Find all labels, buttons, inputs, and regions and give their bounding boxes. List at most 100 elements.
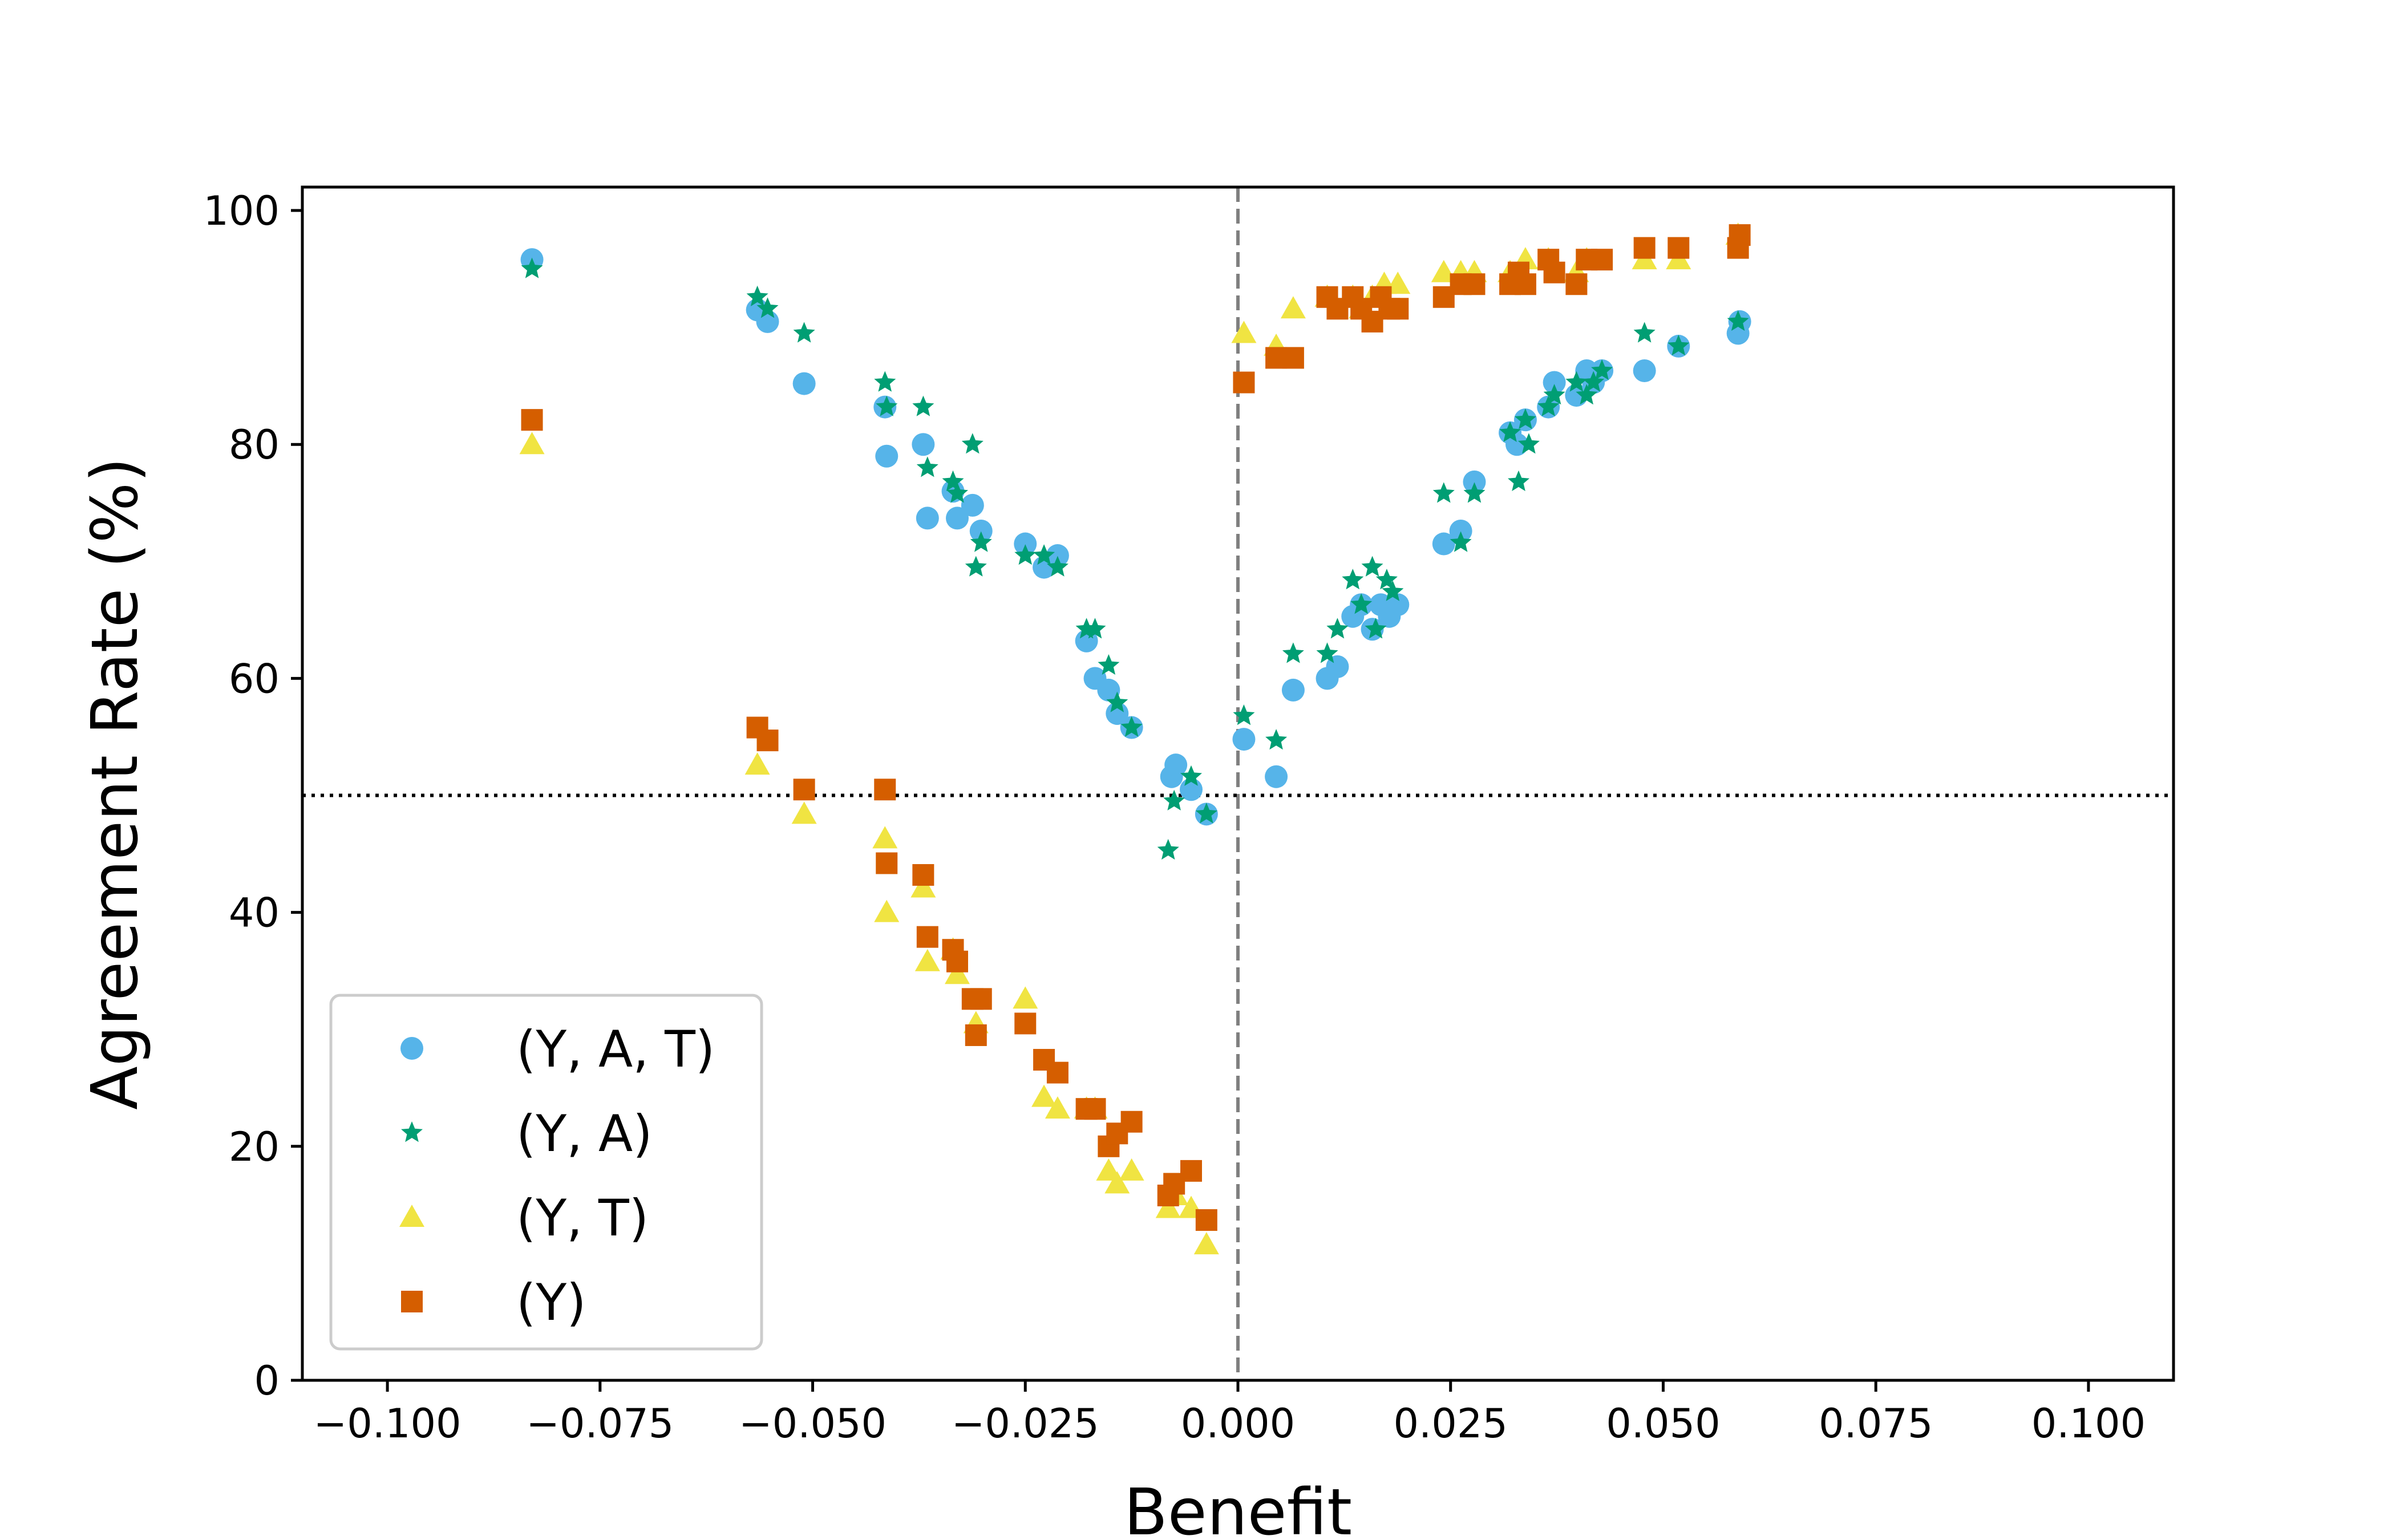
y-tick-label: 80: [229, 422, 280, 468]
data-point: [876, 395, 898, 416]
y-axis: 0 20 40 60 80 100: [203, 188, 302, 1404]
data-point: [1591, 249, 1613, 271]
data-point: [1463, 482, 1486, 503]
data-point: [1565, 371, 1588, 392]
data-point: [1084, 618, 1106, 639]
data-point: [1499, 421, 1521, 442]
data-point: [910, 875, 936, 898]
data-point: [1508, 470, 1529, 491]
legend-label: (Y, T): [516, 1189, 649, 1247]
y-axis-label: Agreement Rate (%): [78, 457, 152, 1110]
data-point: [965, 556, 987, 577]
data-point: [746, 285, 768, 306]
data-point: [1180, 1160, 1202, 1182]
data-point: [1033, 544, 1055, 565]
data-point: [970, 988, 992, 1010]
data-point: [1231, 321, 1257, 343]
data-point: [1361, 556, 1383, 577]
data-point: [1120, 1111, 1143, 1133]
data-point: [945, 962, 970, 984]
data-point: [1505, 433, 1529, 456]
data-point: [1163, 789, 1185, 810]
data-point: [1382, 580, 1404, 601]
data-point: [1463, 273, 1486, 295]
y-tick-label: 40: [229, 890, 280, 937]
y-tick-label: 60: [229, 655, 280, 702]
data-point: [791, 801, 817, 824]
data-points: [519, 222, 1751, 1255]
data-point: [1463, 470, 1486, 493]
data-point: [874, 371, 896, 392]
x-tick-label: 0.025: [1394, 1400, 1508, 1447]
data-point: [1014, 1012, 1037, 1035]
data-point: [793, 779, 815, 801]
data-point: [916, 506, 939, 530]
data-point: [1543, 261, 1565, 283]
data-point: [970, 531, 992, 552]
data-point: [1727, 310, 1749, 331]
data-point: [1537, 395, 1560, 416]
data-point: [872, 826, 898, 849]
data-point: [1342, 569, 1364, 590]
data-point: [1097, 678, 1120, 702]
data-point: [1583, 371, 1605, 392]
x-axis: −0.100 −0.075 −0.050 −0.025 0.000 0.025 0.050 0…: [314, 1380, 2146, 1447]
data-point: [1514, 408, 1536, 429]
x-tick-label: −0.025: [952, 1400, 1099, 1447]
series-1: [521, 257, 1749, 860]
data-point: [961, 433, 984, 454]
data-point: [519, 432, 545, 455]
x-axis-label: Benefit: [1124, 1476, 1352, 1540]
data-point: [1164, 753, 1188, 777]
data-point: [1157, 838, 1179, 860]
data-point: [912, 395, 934, 416]
legend-marker: [400, 1037, 423, 1060]
legend-label: (Y, A): [516, 1104, 653, 1163]
data-point: [914, 949, 940, 971]
data-point: [1668, 334, 1690, 356]
data-point: [1668, 237, 1690, 259]
data-point: [1046, 544, 1069, 568]
data-point: [946, 482, 968, 503]
data-point: [1084, 1098, 1106, 1120]
data-point: [1014, 544, 1037, 565]
data-point: [1729, 224, 1751, 246]
data-point: [1432, 532, 1455, 556]
data-point: [1543, 384, 1565, 405]
data-point: [874, 899, 900, 922]
data-point: [1633, 237, 1656, 259]
data-point: [1281, 678, 1305, 702]
data-point: [1316, 642, 1338, 663]
data-point: [521, 257, 543, 278]
x-tick-label: 0.100: [2031, 1400, 2146, 1447]
legend: (Y, A, T) (Y, A) (Y, T) (Y): [329, 994, 763, 1351]
data-point: [1387, 298, 1409, 320]
data-point: [1046, 1061, 1069, 1084]
data-point: [1633, 322, 1656, 343]
x-tick-label: 0.075: [1819, 1400, 1933, 1447]
data-point: [1386, 593, 1410, 617]
legend-label: (Y): [516, 1273, 586, 1332]
data-point: [521, 409, 543, 431]
data-point: [1265, 765, 1288, 788]
data-point: [1046, 556, 1069, 577]
data-point: [1282, 347, 1304, 369]
data-point: [916, 926, 938, 948]
series-3: [521, 224, 1751, 1231]
data-point: [792, 372, 816, 395]
data-point: [1514, 273, 1536, 295]
data-point: [1096, 1158, 1122, 1181]
data-point: [969, 519, 993, 542]
data-point: [1106, 702, 1129, 725]
data-point: [912, 864, 934, 886]
data-point: [1013, 986, 1038, 1009]
data-point: [1233, 371, 1255, 394]
data-point: [874, 779, 896, 801]
data-point: [912, 433, 935, 456]
data-point: [1106, 691, 1128, 712]
y-tick-label: 0: [254, 1357, 280, 1404]
data-point: [1232, 728, 1256, 751]
data-point: [1155, 1195, 1181, 1218]
data-point: [1104, 1171, 1130, 1194]
